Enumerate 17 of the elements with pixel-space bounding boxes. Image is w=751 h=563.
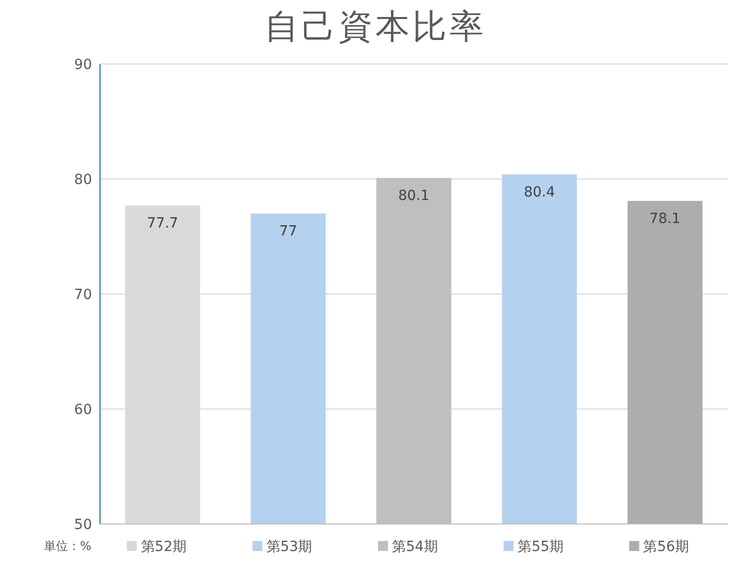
x-tick-label: 第54期: [392, 539, 438, 555]
y-tick-label: 80: [74, 172, 92, 188]
y-tick-label: 60: [74, 402, 92, 418]
chart-title: 自己資本比率: [264, 6, 488, 49]
data-label: 80.4: [524, 184, 556, 200]
data-label: 77: [279, 223, 298, 240]
y-tick-label: 90: [74, 56, 92, 73]
data-label: 80.1: [398, 188, 430, 204]
data-label: 78.1: [649, 210, 681, 227]
y-tick-label: 50: [74, 516, 92, 533]
x-tick-label: 第56期: [643, 539, 690, 555]
text: 単位：%: [44, 538, 92, 555]
data-label: 77.7: [147, 215, 178, 232]
y-tick-label: 70: [74, 286, 92, 303]
x-tick-label: 第55期: [518, 539, 564, 555]
x-tick-label: 第53期: [266, 539, 312, 555]
x-tick-label: 第52期: [140, 539, 187, 555]
